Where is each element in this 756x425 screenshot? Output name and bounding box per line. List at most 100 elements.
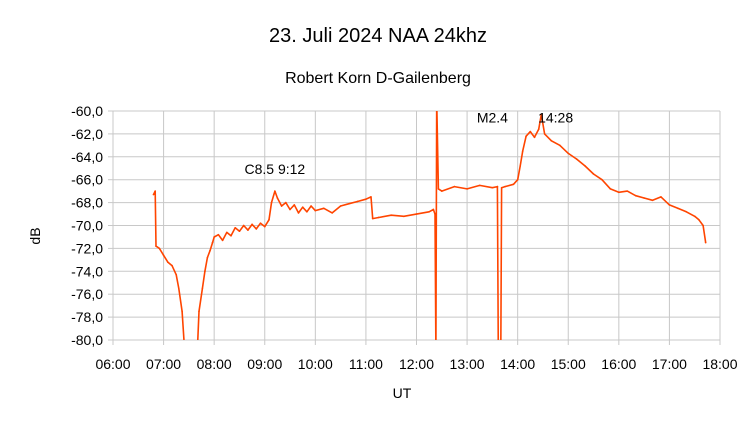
data-point (177, 287, 180, 290)
data-point (466, 188, 468, 190)
data-point (403, 215, 405, 218)
data-point (293, 204, 296, 206)
x-tick-label: 15:00 (551, 356, 586, 372)
chart-title: 23. Juli 2024 NAA 24khz (269, 25, 487, 47)
data-point (698, 218, 700, 221)
data-point (197, 351, 199, 353)
y-tick-label: -64,0 (71, 149, 103, 165)
data-point (575, 158, 578, 160)
data-point (540, 113, 543, 116)
x-tick-label: 08:00 (197, 356, 232, 372)
y-tick-label: -74,0 (71, 263, 103, 279)
data-point (677, 207, 679, 210)
x-tick-label: 18:00 (702, 356, 737, 372)
data-point (268, 218, 270, 221)
data-point (436, 99, 438, 101)
y-tick-label: -62,0 (71, 126, 103, 142)
data-point (263, 225, 266, 228)
data-point (301, 206, 304, 208)
data-point (512, 183, 515, 186)
data-point (198, 310, 200, 313)
data-point (519, 165, 521, 167)
x-tick-label: 16:00 (601, 356, 636, 372)
annotation-label: 14:28 (538, 109, 573, 125)
data-point (634, 194, 637, 197)
data-point (702, 224, 704, 227)
y-tick-labels: -60,0 -62,0 -64,0 -66,0 -68,0 -70,0 -72,0 -74,0… (71, 103, 103, 348)
x-tick-label: 07:00 (146, 356, 181, 372)
y-tick-label: -66,0 (71, 172, 103, 188)
data-point (181, 310, 183, 313)
x-tick-label: 13:00 (450, 356, 485, 372)
data-point (166, 261, 169, 263)
data-point (209, 249, 211, 252)
data-point (322, 207, 325, 210)
grid (108, 110, 721, 345)
data-point (221, 239, 224, 242)
data-point (651, 199, 654, 202)
x-tick-label: 17:00 (652, 356, 687, 372)
data-point (201, 287, 204, 290)
data-point (259, 222, 262, 225)
data-point (428, 210, 430, 213)
data-point (685, 210, 688, 213)
data-point (365, 198, 367, 200)
data-point (537, 128, 540, 131)
data-point (437, 188, 440, 190)
data-point (643, 197, 645, 199)
data-point (162, 254, 165, 257)
annotations: C8.5 9:12 M2.4 14:28 (245, 109, 574, 177)
data-point (158, 247, 161, 250)
data-point (584, 165, 586, 167)
y-tick-label: -68,0 (71, 195, 103, 211)
x-tick-label: 11:00 (349, 356, 383, 372)
x-tick-label: 09:00 (247, 356, 282, 372)
data-point (432, 208, 435, 211)
data-point (184, 351, 186, 353)
data-point (660, 196, 662, 198)
data-point (533, 136, 536, 139)
data-point (217, 233, 220, 236)
data-point (626, 190, 629, 192)
data-point (348, 202, 350, 205)
data-point (297, 212, 300, 214)
data-point (242, 224, 245, 227)
data-point (285, 201, 287, 204)
y-tick-label: -76,0 (71, 286, 103, 302)
x-tick-label: 14:00 (500, 356, 535, 372)
chart-subtitle: Robert Korn D-Gailenberg (285, 70, 471, 87)
data-point (204, 270, 206, 273)
data-point (440, 190, 443, 192)
data-point (255, 228, 258, 230)
data-point (175, 273, 178, 276)
data-point (314, 209, 317, 212)
y-tick-label: -60,0 (71, 103, 103, 119)
data-point (497, 351, 499, 353)
plot-area (152, 99, 707, 353)
data-point (500, 351, 502, 353)
data-point (211, 241, 214, 244)
x-tick-label: 10:00 (298, 356, 333, 372)
data-point (704, 241, 707, 244)
data-point (274, 190, 276, 192)
data-point (206, 256, 209, 259)
data-point (550, 139, 553, 142)
data-point (370, 196, 372, 198)
data-point (491, 186, 494, 189)
data-point (371, 217, 374, 220)
data-point (453, 185, 456, 188)
data-point (516, 178, 519, 181)
data-point (504, 185, 506, 188)
x-axis-label: UT (393, 385, 412, 401)
data-point (478, 184, 481, 187)
data-point (339, 205, 342, 207)
data-point (152, 193, 155, 196)
data-point (618, 191, 620, 194)
data-point (693, 215, 696, 218)
x-tick-label: 12:00 (399, 356, 434, 372)
data-point (251, 223, 253, 226)
y-tick-label: -78,0 (71, 309, 103, 325)
data-point (331, 212, 333, 214)
data-point (154, 190, 156, 192)
